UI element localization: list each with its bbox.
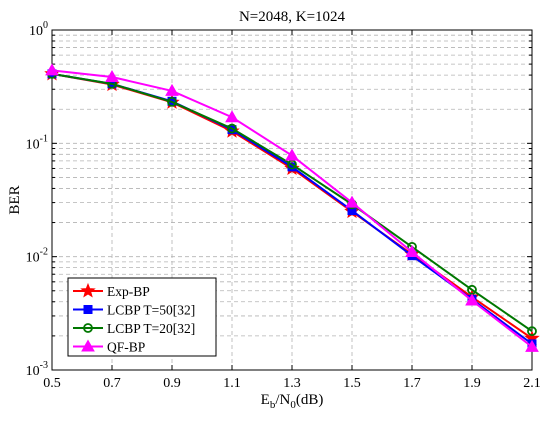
- y-tick-label: 10-1: [26, 133, 48, 152]
- x-tick-label: 1.7: [403, 376, 421, 391]
- x-tick-label: 0.5: [43, 376, 61, 391]
- x-tick-label: 1.1: [223, 376, 241, 391]
- series-qf-bp: [45, 63, 539, 352]
- legend-label: LCBP T=50[32]: [107, 303, 195, 318]
- legend-entry: QF-BP: [73, 339, 145, 355]
- legend-label: QF-BP: [107, 340, 145, 355]
- y-tick-label: 10-3: [26, 360, 48, 379]
- legend-marker: [80, 282, 96, 298]
- y-tick-base: 10: [26, 364, 40, 379]
- legend-entry: LCBP T=20[32]: [73, 321, 195, 336]
- x-tick-label: 1.5: [343, 376, 361, 391]
- x-tick-label: 0.7: [103, 376, 121, 391]
- data-point: [165, 83, 179, 96]
- y-tick-base: 10: [29, 24, 43, 39]
- x-tick-label: 1.3: [283, 376, 301, 391]
- data-point: [525, 339, 539, 352]
- x-tick-label: 0.9: [163, 376, 181, 391]
- legend-marker: [81, 339, 95, 352]
- legend-entry: LCBP T=50[32]: [73, 303, 195, 318]
- data-point: [225, 110, 239, 123]
- x-tick-label: 2.1: [523, 376, 541, 391]
- y-tick-exponent: 0: [43, 20, 48, 31]
- x-tick-label: 1.9: [463, 376, 481, 391]
- data-point: [227, 123, 237, 134]
- y-tick-base: 10: [26, 251, 40, 266]
- series-group: [44, 63, 540, 352]
- data-point: [527, 326, 537, 337]
- axis-ticks: 0.5 0.7 0.9 1.1 1.3 1.5 1.7 1.9 2.110010-110-210…: [26, 20, 541, 391]
- y-axis-label: BER: [7, 185, 23, 214]
- data-point: [405, 244, 419, 257]
- y-tick-exponent: -3: [40, 360, 48, 371]
- legend-marker: [83, 305, 93, 314]
- legend-entry: Exp-BP: [73, 282, 150, 299]
- data-point: [465, 293, 479, 306]
- data-point: [345, 195, 359, 208]
- legend-marker: [83, 323, 93, 333]
- x-label-e: E: [261, 392, 270, 408]
- data-point: [167, 97, 177, 107]
- chart-title: N=2048, K=1024: [239, 9, 346, 25]
- legend-label: LCBP T=20[32]: [107, 321, 195, 336]
- y-tick-label: 100: [29, 20, 48, 39]
- y-tick-exponent: -2: [40, 247, 48, 258]
- x-axis-label: Eb/N0(dB): [261, 392, 324, 411]
- data-point: [45, 63, 59, 76]
- x-label-n: /N: [275, 392, 290, 408]
- legend-label: Exp-BP: [107, 284, 150, 299]
- legend: Exp-BP LCBP T=50[32] LCBP T=20[32] QF-BP: [67, 277, 217, 357]
- y-tick-exponent: -1: [40, 133, 48, 144]
- y-tick-base: 10: [26, 137, 40, 152]
- data-point: [105, 69, 119, 82]
- series-line: [51, 72, 533, 333]
- x-label-sub-b: b: [270, 399, 276, 411]
- x-label-sub-0: 0: [290, 399, 296, 411]
- y-tick-label: 10-2: [26, 247, 48, 266]
- x-label-unit: (dB): [296, 392, 324, 408]
- data-point: [285, 148, 299, 161]
